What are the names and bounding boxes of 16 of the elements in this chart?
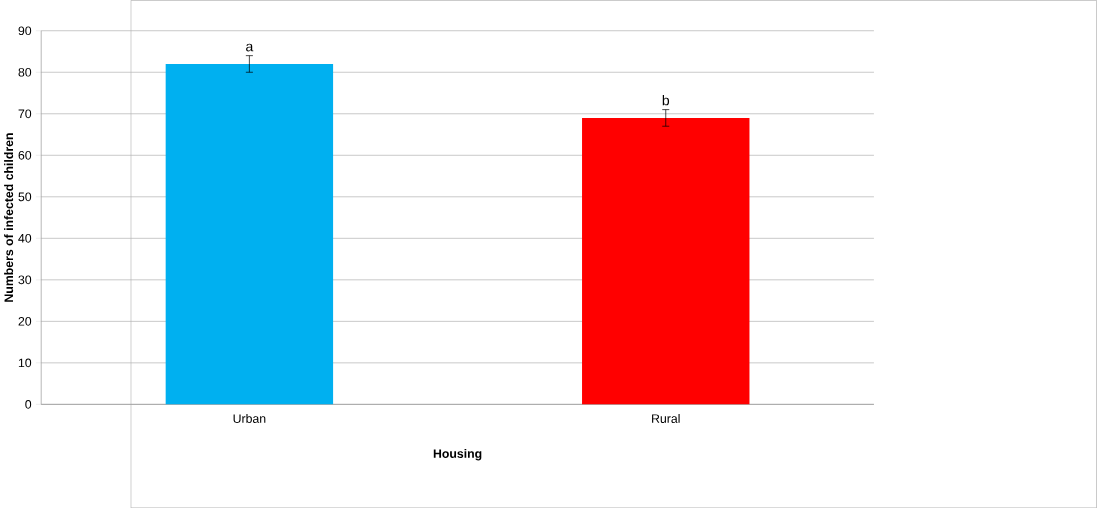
y-tick-label: 10 xyxy=(18,358,32,368)
y-tick-label: 90 xyxy=(18,26,32,35)
y-tick-label: 20 xyxy=(18,316,32,326)
y-tick-label: 40 xyxy=(18,233,32,243)
y-tick-label: 30 xyxy=(18,275,32,285)
y-tick-label: 60 xyxy=(18,150,32,160)
annotation: a xyxy=(246,43,254,52)
y-tick-label: 0 xyxy=(25,399,32,409)
y-tick-label: 50 xyxy=(18,192,32,202)
y-tick-label: 70 xyxy=(18,109,32,118)
annotation: b xyxy=(662,94,670,106)
x-tick-label: Rural xyxy=(652,413,680,423)
x-axis-title: Housing xyxy=(433,448,482,461)
x-tick-label: Urban xyxy=(233,413,266,423)
y-axis-title: Numbers of infected children xyxy=(4,133,14,302)
y-tick-label: 80 xyxy=(18,67,32,77)
